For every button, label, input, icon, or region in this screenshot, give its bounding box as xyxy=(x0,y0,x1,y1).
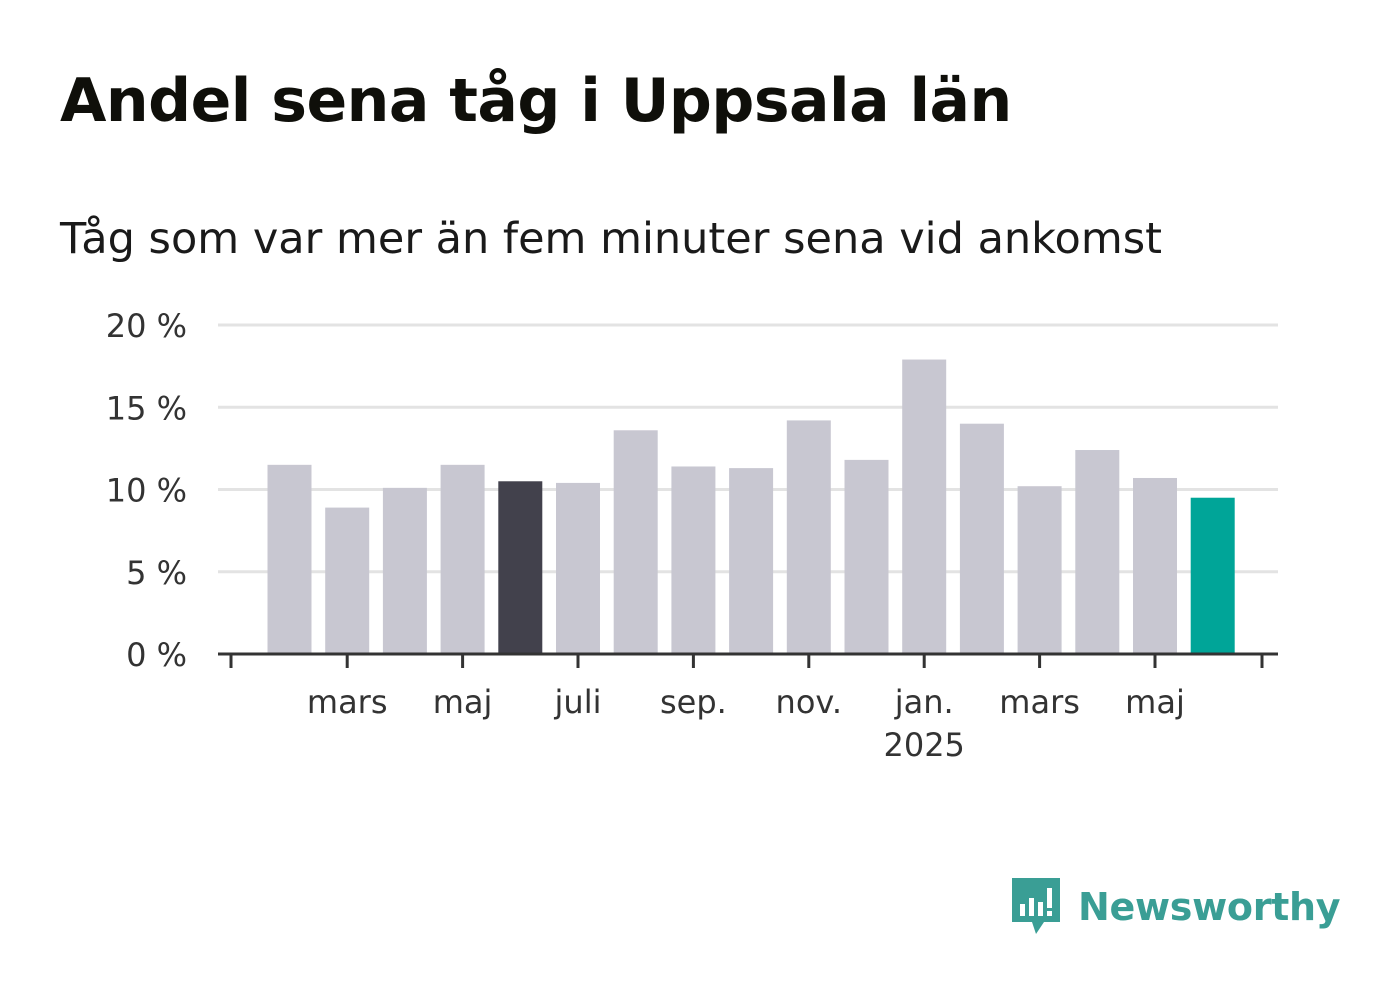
x-tick-label: mars xyxy=(999,683,1080,721)
chart-subtitle: Tåg som var mer än fem minuter sena vid … xyxy=(60,214,1163,264)
bar xyxy=(498,481,543,654)
chart-title: Andel sena tåg i Uppsala län xyxy=(60,66,1012,136)
y-tick-label: 10 % xyxy=(106,472,187,510)
bar xyxy=(325,507,370,654)
newsworthy-logo-icon xyxy=(1012,878,1060,934)
bar xyxy=(440,464,485,654)
y-tick-label: 15 % xyxy=(106,389,187,427)
bar xyxy=(844,459,889,654)
bar xyxy=(1190,497,1235,654)
x-tick-label: mars xyxy=(307,683,388,721)
x-tick-sublabel: 2025 xyxy=(883,726,964,764)
bar xyxy=(1133,477,1177,654)
x-tick-label: maj xyxy=(1125,683,1185,721)
y-tick-label: 5 % xyxy=(126,554,187,592)
x-tick-label: jan. xyxy=(894,683,954,721)
bar xyxy=(267,464,312,654)
bar xyxy=(729,468,774,654)
x-tick-label: nov. xyxy=(776,683,842,721)
bar xyxy=(902,359,947,654)
brand-name: Newsworthy xyxy=(1078,885,1341,929)
brand-logo: Newsworthy xyxy=(1010,876,1341,938)
bar xyxy=(1017,486,1062,654)
x-tick-label: maj xyxy=(433,683,493,721)
bar xyxy=(786,420,831,654)
x-tick-label: juli xyxy=(554,683,602,721)
bar xyxy=(1075,450,1120,654)
y-tick-label: 0 % xyxy=(126,636,187,674)
x-tick-label: sep. xyxy=(660,683,727,721)
bar xyxy=(613,430,658,654)
bar xyxy=(671,466,716,654)
bar xyxy=(556,482,600,654)
bar xyxy=(382,487,427,654)
bar xyxy=(959,423,1004,654)
y-tick-label: 20 % xyxy=(106,307,187,345)
